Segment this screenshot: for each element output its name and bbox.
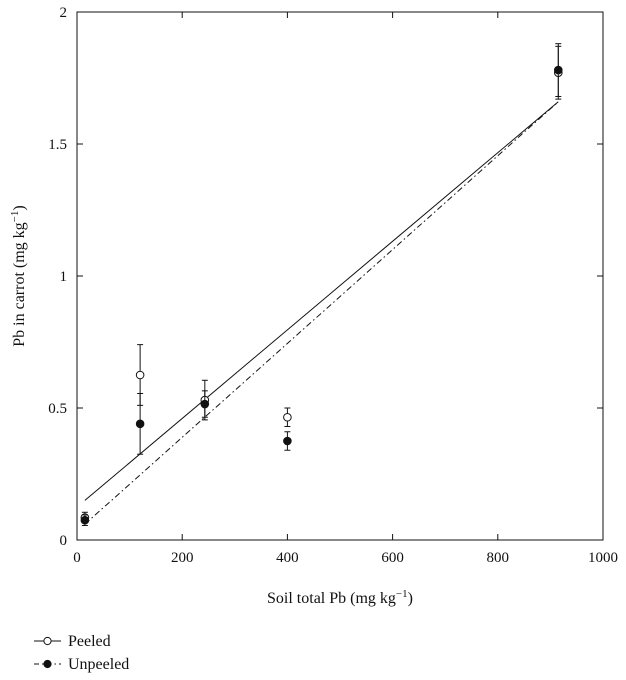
legend-item-unpeeled: Unpeeled [34, 656, 129, 673]
y-tick-label: 2 [60, 5, 68, 21]
legend-unpeeled-label: Unpeeled [68, 656, 129, 673]
y-tick-label: 0.5 [48, 401, 67, 417]
data-point-unpeeled [553, 65, 563, 75]
legend-peeled-marker [43, 636, 52, 646]
legend-unpeeled-marker [43, 659, 52, 669]
legend-item-peeled: Peeled [34, 633, 111, 650]
x-tick-label: 600 [381, 550, 404, 566]
y-tick-label: 1.5 [48, 137, 67, 153]
series-unpeeled [80, 43, 563, 526]
x-tick-label: 400 [276, 550, 299, 566]
ticks: 0 200 400 600 800 1000 0 0.5 1 1.5 2 [48, 5, 618, 566]
data-point-unpeeled [200, 399, 210, 409]
legend-peeled-label: Peeled [68, 633, 111, 650]
x-tick-label: 200 [171, 550, 194, 566]
y-tick-label: 0 [60, 533, 68, 549]
x-axis-title: Soil total Pb (mg kg−1) [267, 588, 413, 607]
fit-line-peeled [84, 101, 559, 501]
x-tick-label: 1000 [588, 550, 618, 566]
y-axis-title: Pb in carrot (mg kg−1) [9, 205, 28, 346]
legend: Peeled Unpeeled [34, 633, 129, 673]
data-point-unpeeled [283, 436, 292, 446]
data-point-peeled [283, 412, 292, 422]
fit-lines [84, 101, 559, 525]
data-point-peeled [135, 370, 145, 380]
data-point-unpeeled [80, 515, 90, 525]
x-tick-label: 0 [73, 550, 81, 566]
data-points [80, 43, 563, 526]
data-point-unpeeled [135, 419, 145, 429]
series-peeled [80, 45, 563, 524]
fit-line-unpeeled [84, 101, 559, 525]
x-tick-label: 800 [487, 550, 510, 566]
y-tick-label: 1 [60, 269, 68, 285]
